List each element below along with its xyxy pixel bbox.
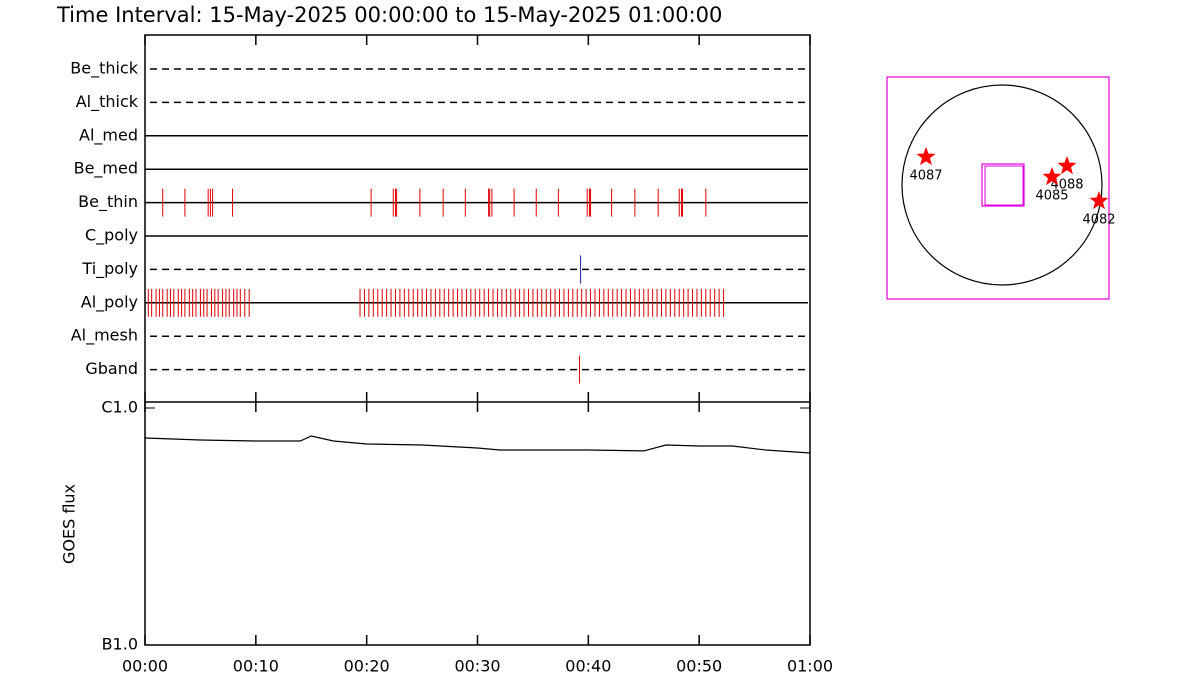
row-label: Al_mesh <box>71 326 138 346</box>
goes-line <box>144 435 811 454</box>
x-tick-label: 00:10 <box>233 657 279 676</box>
solar-disk <box>901 84 1103 286</box>
fov-box <box>981 163 1025 207</box>
region-star <box>1042 167 1062 186</box>
y-tick-label: C1.0 <box>101 398 138 417</box>
region-star <box>1089 191 1109 210</box>
region-label: 4082 <box>1082 213 1115 228</box>
row-label: Be_thick <box>70 59 138 79</box>
x-tick-label: 00:30 <box>454 657 500 676</box>
plot-frame <box>144 34 811 646</box>
row-label: C_poly <box>85 226 138 246</box>
row-label: Al_med <box>79 125 138 145</box>
region-star <box>1057 156 1077 175</box>
fov-box <box>984 165 1024 206</box>
row-label: Ti_poly <box>81 259 138 279</box>
row-label: Be_med <box>74 159 138 179</box>
region-label: 4085 <box>1035 189 1068 204</box>
x-tick-label: 00:40 <box>565 657 611 676</box>
region-label: 4088 <box>1050 178 1083 193</box>
region-label: 4087 <box>909 169 942 184</box>
row-label: Al_thick <box>76 92 139 112</box>
row-label: Al_poly <box>81 292 138 312</box>
map-frame <box>886 76 1110 300</box>
chart-title: Time Interval: 15-May-2025 00:00:00 to 1… <box>56 3 722 27</box>
x-tick-label: 00:00 <box>122 657 168 676</box>
x-tick-label: 00:50 <box>676 657 722 676</box>
y-axis-label: GOES flux <box>60 484 79 564</box>
y-tick-label: B1.0 <box>102 635 138 654</box>
x-tick-label: 00:20 <box>344 657 390 676</box>
row-label: Be_thin <box>78 192 138 212</box>
region-star <box>916 147 936 166</box>
row-label: Gband <box>85 359 138 378</box>
x-tick-label: 01:00 <box>787 657 833 676</box>
